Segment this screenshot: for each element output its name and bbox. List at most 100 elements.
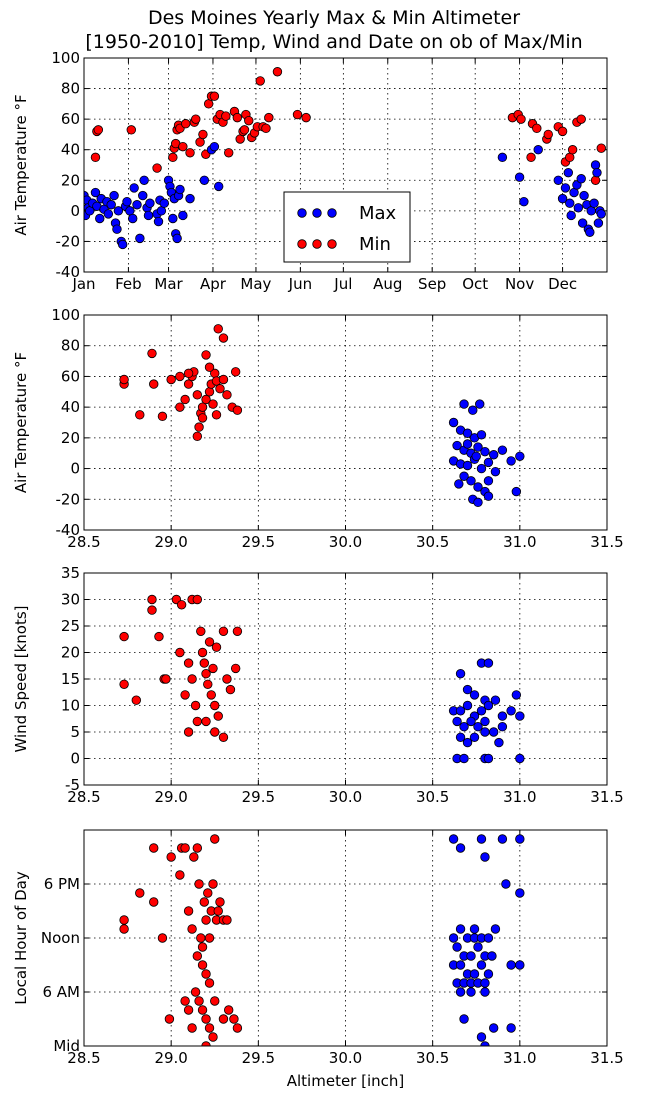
- min-point: [210, 834, 220, 844]
- min-point: [157, 411, 168, 422]
- max-point: [473, 442, 483, 452]
- y-tick-label: -20: [56, 490, 81, 508]
- min-point: [194, 996, 204, 1006]
- max-point: [497, 711, 508, 721]
- min-point: [168, 152, 178, 163]
- max-point: [488, 450, 499, 460]
- max-point: [129, 183, 139, 193]
- min-point: [201, 716, 211, 727]
- min-point: [161, 674, 171, 684]
- min-point: [197, 942, 208, 952]
- min-point: [126, 125, 136, 135]
- min-point: [154, 631, 164, 642]
- min-point: [516, 114, 526, 124]
- markers: [84, 67, 606, 250]
- max-point: [515, 711, 525, 721]
- x-tick-label: 31.0: [503, 1049, 536, 1067]
- y-tick-label: Mid: [53, 1037, 80, 1055]
- max-point: [462, 439, 473, 449]
- y-axis-label: Air Temperature °F: [12, 352, 30, 493]
- max-point: [468, 405, 478, 415]
- legend-marker-max: [327, 208, 337, 218]
- y-tick-label: 80: [61, 337, 80, 355]
- min-point: [183, 379, 194, 389]
- min-point: [178, 141, 188, 152]
- max-point: [553, 175, 563, 185]
- x-tick-label: 30.5: [416, 533, 449, 551]
- min-point: [180, 690, 190, 700]
- max-point: [466, 476, 476, 486]
- max-point: [480, 716, 490, 727]
- min-point: [201, 1014, 211, 1024]
- axes-frame: [83, 57, 608, 273]
- min-point: [194, 879, 204, 889]
- max-point: [494, 737, 504, 748]
- max-point: [511, 486, 522, 497]
- min-point: [192, 594, 203, 605]
- x-tick-label: Aug: [373, 275, 402, 293]
- max-point: [506, 960, 516, 970]
- max-point: [168, 213, 178, 224]
- max-point: [452, 942, 462, 952]
- y-axis-label: Air Temperature °F: [12, 94, 30, 235]
- y-axis-label: Wind Speed [knots]: [12, 605, 30, 752]
- max-point: [459, 471, 469, 481]
- min-point: [204, 637, 215, 647]
- min-point: [119, 924, 129, 934]
- y-tick-label: 100: [51, 306, 80, 324]
- min-point: [181, 119, 191, 129]
- min-point: [149, 379, 159, 389]
- min-point: [180, 843, 190, 853]
- max-point: [506, 1023, 516, 1033]
- x-tick-label: 29.0: [154, 788, 187, 806]
- min-point: [543, 129, 553, 140]
- max-point: [178, 210, 188, 221]
- min-point: [190, 700, 201, 711]
- max-point: [112, 224, 122, 234]
- x-tick-label: May: [240, 275, 271, 293]
- y-tick-label: 0: [70, 202, 80, 220]
- max-point: [589, 198, 599, 208]
- max-point: [455, 924, 466, 934]
- min-point: [152, 163, 162, 173]
- max-point: [593, 218, 604, 228]
- y-tick-label: 10: [61, 697, 80, 715]
- max-point: [480, 852, 490, 862]
- figure-title-line1: Des Moines Yearly Max & Min Altimeter: [148, 7, 520, 29]
- max-point: [515, 753, 525, 764]
- max-point: [452, 440, 462, 451]
- min-point: [204, 362, 215, 372]
- max-point: [480, 987, 490, 997]
- min-point: [255, 76, 265, 86]
- max-point: [480, 727, 490, 737]
- max-point: [90, 187, 101, 198]
- min-point: [215, 897, 225, 907]
- min-point: [210, 727, 220, 737]
- min-point: [590, 175, 601, 185]
- max-point: [511, 690, 522, 700]
- max-point: [519, 196, 529, 207]
- y-axis-label: Local Hour of Day: [12, 871, 30, 1005]
- max-point: [483, 969, 494, 979]
- min-point: [183, 906, 194, 916]
- x-tick-label: Sep: [418, 275, 446, 293]
- max-point: [560, 183, 571, 193]
- min-point: [187, 1023, 197, 1033]
- max-point: [95, 213, 105, 224]
- min-point: [201, 969, 211, 979]
- min-point: [218, 1014, 229, 1024]
- min-point: [203, 679, 213, 690]
- max-point: [577, 218, 588, 228]
- min-point: [218, 732, 229, 743]
- min-point: [90, 152, 101, 163]
- max-point: [459, 753, 469, 764]
- y-tick-label: 0: [70, 460, 80, 478]
- min-point: [147, 605, 157, 615]
- x-tick-label: 28.5: [67, 788, 100, 806]
- max-point: [515, 451, 525, 461]
- x-tick-label: 31.0: [503, 533, 536, 551]
- y-tick-label: 40: [61, 398, 80, 416]
- min-point: [208, 879, 218, 889]
- y-tick-label: 15: [61, 670, 80, 688]
- min-point: [208, 399, 218, 409]
